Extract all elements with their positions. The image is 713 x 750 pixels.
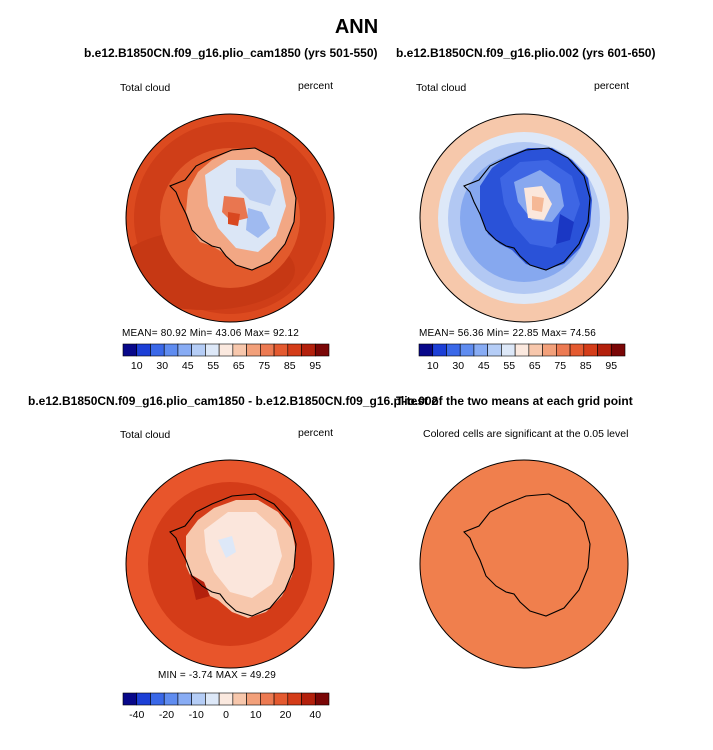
panel4-map — [420, 460, 628, 668]
panel1-colorbar-swatch — [287, 343, 302, 357]
figure-title: ANN — [334, 16, 379, 38]
panel3-colorbar-swatch — [273, 692, 289, 706]
panel2-colorbar-swatch — [514, 343, 530, 357]
panel1-colorbar-swatch — [150, 343, 165, 357]
panel1-colorbar-swatch — [314, 343, 330, 357]
panel3-colorbar-swatch — [260, 692, 275, 706]
panel4-significance-fill — [420, 460, 628, 668]
panel3-colorbar-tick-label: 10 — [250, 709, 262, 721]
panel1-colorbar-swatch — [246, 343, 261, 357]
panel3-colorbar-swatch — [246, 692, 261, 706]
panel2-colorbar-tick-label: 30 — [452, 360, 464, 372]
panel1-colorbar-tick-label: 10 — [131, 360, 143, 372]
panel2-colorbar-swatch — [418, 343, 434, 357]
panel2-colorbar: 10 30 45 55 65 75 85 95 — [418, 343, 626, 372]
panel2-colorbar-swatch — [597, 343, 612, 357]
panel1-colorbar-tick-label: 95 — [309, 360, 321, 372]
panel3-colorbar-swatch — [191, 692, 206, 706]
panel1-colorbar-swatch — [301, 343, 316, 357]
panel3-colorbar-swatch — [218, 692, 234, 706]
panel3-colorbar-tick-label: -40 — [129, 709, 144, 721]
panel2-colorbar-tick-label: 45 — [478, 360, 490, 372]
panel1-colorbar-tick-label: 45 — [182, 360, 194, 372]
panel3-colorbar-swatch — [205, 692, 220, 706]
panel3-colorbar-swatch — [122, 692, 138, 706]
panel2-colorbar-swatch — [473, 343, 488, 357]
panel1-colorbar-swatch — [177, 343, 192, 357]
panel2-colorbar-tick-label: 95 — [605, 360, 617, 372]
panel3-colorbar-tick-label: 20 — [280, 709, 292, 721]
panel3-colorbar-tick-label: 40 — [309, 709, 321, 721]
panel3-colorbar-swatch — [232, 692, 247, 706]
panel2-colorbar-tick-label: 10 — [427, 360, 439, 372]
panel2-colorbar-swatch — [459, 343, 475, 357]
panel4-subtitle: Colored cells are significant at the 0.0… — [423, 428, 629, 440]
panel2-colorbar-tick-label: 85 — [580, 360, 592, 372]
panel1-stats: MEAN= 80.92 Min= 43.06 Max= 92.12 — [122, 328, 299, 339]
panel2-colorbar-tick-label: 75 — [554, 360, 566, 372]
panel2-colorbar-swatch — [487, 343, 502, 357]
panel2-stats: MEAN= 56.36 Min= 22.85 Max= 74.56 — [419, 328, 596, 339]
panel2-coastline — [463, 147, 591, 271]
panel1-colorbar: 10 30 45 55 65 75 85 95 — [122, 343, 330, 372]
panel3-stats: MIN = -3.74 MAX = 49.29 — [158, 670, 276, 681]
panel3-colorbar: -40 -20 -10 0 10 20 40 — [122, 692, 330, 721]
panel1-units: percent — [298, 80, 334, 92]
panel2-title: b.e12.B1850CN.f09_g16.plio.002 (yrs 601-… — [396, 46, 656, 60]
panel2-colorbar-swatch — [610, 343, 626, 357]
panel2-colorbar-tick-label: 65 — [529, 360, 541, 372]
panel1-colorbar-tick-label: 75 — [258, 360, 270, 372]
panel1-colorbar-tick-label: 85 — [284, 360, 296, 372]
panel1-title: b.e12.B1850CN.f09_g16.plio_cam1850 (yrs … — [84, 46, 378, 60]
panel1-colorbar-tick-label: 30 — [156, 360, 168, 372]
panel2-map — [420, 114, 628, 322]
panel2-colorbar-swatch — [542, 343, 557, 357]
panel4-title: T-test of the two means at each grid poi… — [396, 394, 633, 408]
panel2-colorbar-swatch — [446, 343, 461, 357]
panel3-colorbar-swatch — [301, 692, 316, 706]
panel1-colorbar-swatch — [218, 343, 234, 357]
panel3-title: b.e12.B1850CN.f09_g16.plio_cam1850 - b.e… — [28, 394, 439, 408]
panel1-colorbar-swatch — [136, 343, 151, 357]
panel2-colorbar-swatch — [556, 343, 571, 357]
panel1-colorbar-swatch — [163, 343, 179, 357]
panel2-colorbar-tick-label: 55 — [503, 360, 515, 372]
panel1-colorbar-swatch — [232, 343, 247, 357]
panel3-colorbar-tick-label: -10 — [189, 709, 204, 721]
panel2-colorbar-swatch — [432, 343, 447, 357]
panel1-map — [126, 114, 334, 322]
panel2-variable: Total cloud — [416, 82, 467, 94]
panel1-colorbar-swatch — [273, 343, 289, 357]
panel1-colorbar-tick-label: 65 — [233, 360, 245, 372]
panel2-colorbar-swatch — [583, 343, 598, 357]
panel3-colorbar-swatch — [136, 692, 151, 706]
panel3-variable: Total cloud — [120, 429, 171, 441]
panel3-map — [126, 460, 334, 668]
panel4-coastline — [463, 493, 591, 617]
panel3-colorbar-swatch — [163, 692, 179, 706]
panel1-coastline — [169, 147, 297, 271]
panel1-colorbar-tick-label: 55 — [207, 360, 219, 372]
panel3-colorbar-tick-label: 0 — [223, 709, 229, 721]
panel2-colorbar-swatch — [569, 343, 585, 357]
panel1-variable: Total cloud — [120, 82, 171, 94]
panel2-colorbar-swatch — [501, 343, 516, 357]
panel1-colorbar-swatch — [122, 343, 138, 357]
panel1-colorbar-swatch — [205, 343, 220, 357]
panel3-colorbar-swatch — [177, 692, 192, 706]
panel2-units: percent — [594, 80, 630, 92]
panel3-colorbar-swatch — [314, 692, 330, 706]
panel3-colorbar-tick-label: -20 — [159, 709, 174, 721]
panel3-colorbar-swatch — [287, 692, 302, 706]
panel2-colorbar-swatch — [528, 343, 543, 357]
panel3-units: percent — [298, 427, 334, 439]
panel1-colorbar-swatch — [260, 343, 275, 357]
panel1-colorbar-swatch — [191, 343, 206, 357]
panel3-colorbar-swatch — [150, 692, 165, 706]
panel3-coastline — [169, 493, 297, 617]
